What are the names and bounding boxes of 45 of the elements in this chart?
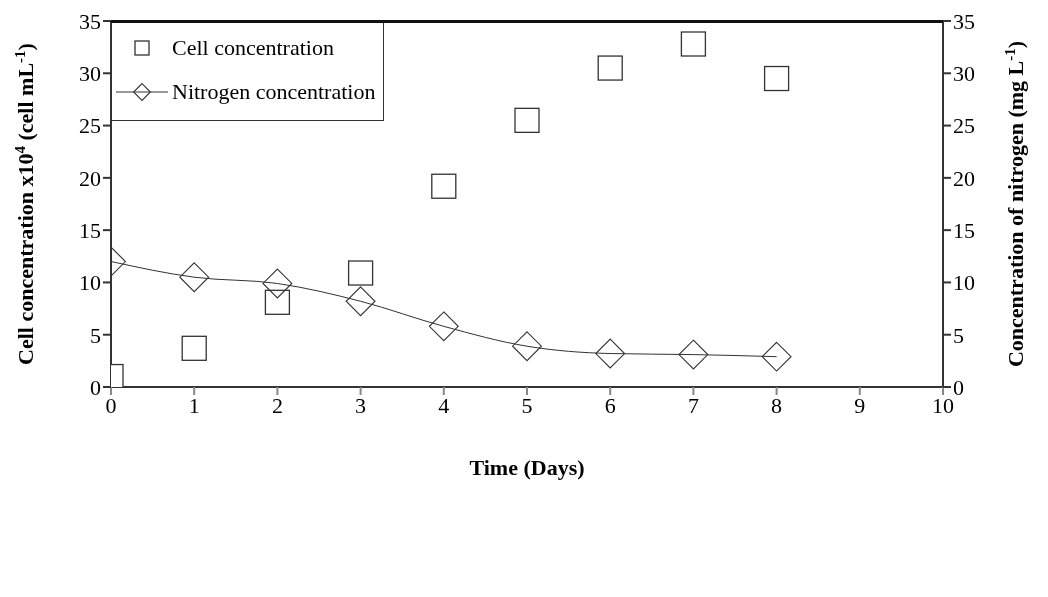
x-tick-label: 2	[271, 392, 283, 418]
point	[512, 331, 542, 362]
legend-label: Nitrogen concentration	[172, 79, 376, 105]
point	[179, 262, 210, 293]
x-tick-label: 9	[854, 392, 866, 418]
y2-tick-label: 0	[953, 374, 964, 400]
x-axis-title: Time (Days)	[469, 455, 585, 480]
x-tick-label: 5	[521, 392, 533, 418]
y-tick-label: 30	[79, 61, 101, 87]
y2-tick-label: 15	[953, 217, 975, 243]
y-tick-label: 10	[79, 270, 101, 296]
point	[678, 339, 709, 370]
x-tick-label: 4	[438, 392, 450, 418]
point	[262, 268, 293, 299]
y-tick-label: 15	[79, 217, 101, 243]
point	[345, 286, 376, 317]
y-tick-label: 20	[79, 165, 101, 191]
point	[597, 55, 623, 81]
x-tick-label: 1	[188, 392, 200, 418]
y-tick-label: 5	[90, 322, 101, 348]
point	[595, 338, 626, 369]
y-tick-label: 25	[79, 113, 101, 139]
point	[680, 31, 707, 57]
y2-tick-label: 30	[953, 61, 975, 87]
y-tick-label: 35	[79, 8, 101, 34]
y2-tick-label: 5	[953, 322, 964, 348]
legend-label: Cell concentration	[172, 35, 334, 61]
point	[431, 173, 457, 199]
x-tick-label: 7	[687, 392, 699, 418]
y2-tick-label: 35	[953, 8, 975, 34]
point	[514, 107, 540, 133]
y2-tick-label: 20	[953, 165, 975, 191]
x-tick-label: 8	[771, 392, 783, 418]
point	[428, 311, 459, 342]
point	[763, 65, 790, 92]
point	[761, 341, 792, 372]
point	[181, 335, 207, 361]
y-tick-label: 0	[90, 374, 101, 400]
point	[264, 289, 291, 315]
y2-tick-label: 10	[953, 270, 975, 296]
point	[347, 260, 374, 286]
x-tick-label: 10	[932, 392, 954, 418]
x-tick-label: 6	[604, 392, 616, 418]
y2-tick-label: 25	[953, 113, 975, 139]
x-tick-label: 3	[355, 392, 367, 418]
